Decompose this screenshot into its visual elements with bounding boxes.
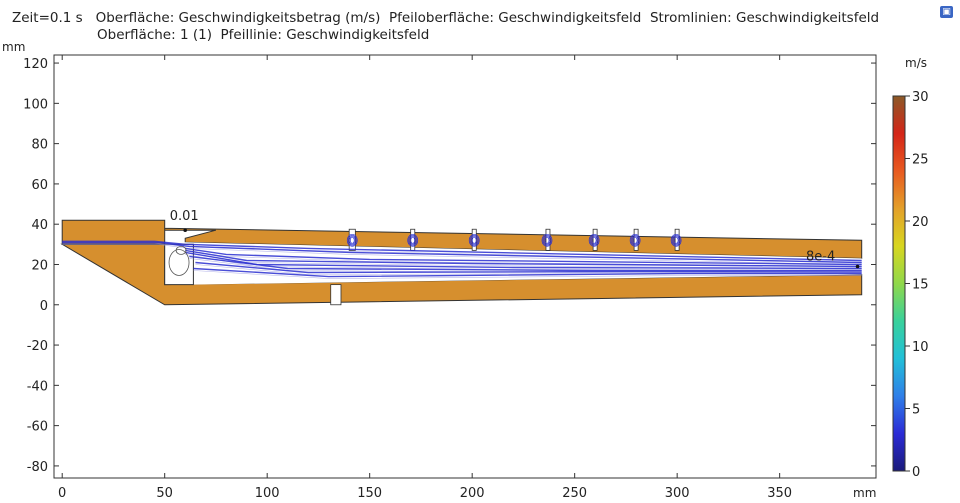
- slot-vortex: [410, 236, 416, 244]
- y-tick-label: -40: [27, 379, 48, 394]
- slot-vortex: [348, 235, 356, 245]
- slot-vortex: [591, 236, 597, 244]
- slot-vortex: [588, 233, 600, 247]
- slot-vortex: [347, 234, 357, 246]
- x-tick-label: 350: [767, 486, 792, 501]
- x-unit-label: mm: [853, 486, 876, 500]
- slot-vortex: [468, 233, 480, 247]
- slot-vortex: [672, 235, 680, 245]
- y-tick-label: -20: [27, 339, 48, 354]
- slot-vortex: [541, 233, 553, 247]
- slot-vortex: [589, 234, 599, 246]
- y-tick-label: 0: [40, 299, 48, 314]
- upper-slot: [633, 228, 639, 251]
- colorbar-tick-label: 15: [912, 278, 929, 293]
- colorbar-tick-label: 30: [912, 90, 929, 105]
- slot-vortex: [470, 235, 478, 245]
- slot-vortex: [469, 234, 479, 246]
- slot-vortex: [632, 236, 638, 244]
- x-tick-label: 0: [58, 486, 66, 501]
- streamline: [185, 249, 862, 268]
- colorbar-gradient: [892, 95, 906, 472]
- upper-slot: [674, 228, 680, 251]
- slot-vortex: [471, 236, 477, 244]
- comsol-logo-icon[interactable]: ▣: [940, 6, 953, 18]
- vortex-loop: [175, 245, 187, 255]
- y-tick-label: -60: [27, 420, 48, 435]
- y-tick-label: -80: [27, 460, 48, 475]
- lower-gap: [330, 284, 342, 306]
- slot-vortex: [349, 236, 355, 244]
- annotation-label: 8e-4: [806, 249, 835, 264]
- streamline: [185, 251, 862, 270]
- slot-vortex: [408, 234, 418, 246]
- x-tick-label: 300: [665, 486, 690, 501]
- slot-vortex: [630, 234, 640, 246]
- point-marker: [183, 228, 187, 233]
- y-tick-label: 40: [31, 218, 48, 233]
- streamline: [62, 240, 862, 262]
- y-tick-label: 60: [31, 178, 48, 193]
- slot-vortex: [409, 235, 417, 245]
- streamline-shadow: [193, 270, 862, 279]
- slot-vortex: [629, 233, 641, 247]
- annotation-layer: 0.01 8e-4: [170, 209, 860, 269]
- axes-layer: 0 50 100 150 200 250 300 350120100806040200-20-…: [23, 55, 876, 501]
- colorbar-tick-label: 0: [912, 465, 920, 480]
- slot-vortex: [671, 234, 681, 246]
- x-tick-label: 200: [460, 486, 485, 501]
- vortex-loop: [168, 249, 190, 276]
- streamline: [189, 255, 862, 272]
- streamline: [193, 267, 862, 278]
- x-tick-label: 150: [357, 486, 382, 501]
- upper-slot: [545, 228, 551, 251]
- upper-slot: [410, 228, 416, 251]
- slot-vortex: [673, 236, 679, 244]
- colorbar-unit-label: m/s: [905, 56, 927, 70]
- streamline: [62, 242, 862, 264]
- upper-slot: [592, 228, 598, 251]
- slot-vortex: [542, 234, 552, 246]
- slot-vortex: [544, 236, 550, 244]
- y-tick-label: 100: [23, 97, 48, 112]
- slot-vortex: [670, 233, 682, 247]
- plot-title-line1: Zeit=0.1 s Oberfläche: Geschwindigkeitsb…: [12, 10, 880, 26]
- colorbar: 30 25 20 15 10 5 0: [892, 90, 929, 480]
- colorbar-tick-label: 25: [912, 153, 929, 168]
- slot-vortex: [590, 235, 598, 245]
- slot-vortex: [346, 233, 358, 247]
- y-tick-label: 80: [31, 138, 48, 153]
- annotation-label: 0.01: [170, 209, 199, 224]
- y-tick-label: 120: [23, 57, 48, 72]
- slot-vortex: [407, 233, 419, 247]
- upper-slot: [471, 228, 477, 251]
- plot-title-line2: Oberfläche: 1 (1) Pfeillinie: Geschwindi…: [97, 27, 430, 43]
- colorbar-tick-label: 10: [912, 340, 929, 355]
- colorbar-tick-label: 20: [912, 215, 929, 230]
- slot-vortex: [543, 235, 551, 245]
- y-unit-label: mm: [2, 40, 25, 54]
- y-tick-label: 20: [31, 258, 48, 273]
- point-marker: [855, 264, 860, 269]
- colorbar-tick-label: 5: [912, 403, 920, 418]
- streamline: [195, 261, 862, 274]
- x-tick-label: 100: [255, 486, 280, 501]
- x-tick-label: 250: [562, 486, 587, 501]
- slot-vortex: [631, 235, 639, 245]
- streamline-layer: [62, 233, 862, 279]
- streamline: [185, 247, 862, 266]
- x-tick-label: 50: [156, 486, 173, 501]
